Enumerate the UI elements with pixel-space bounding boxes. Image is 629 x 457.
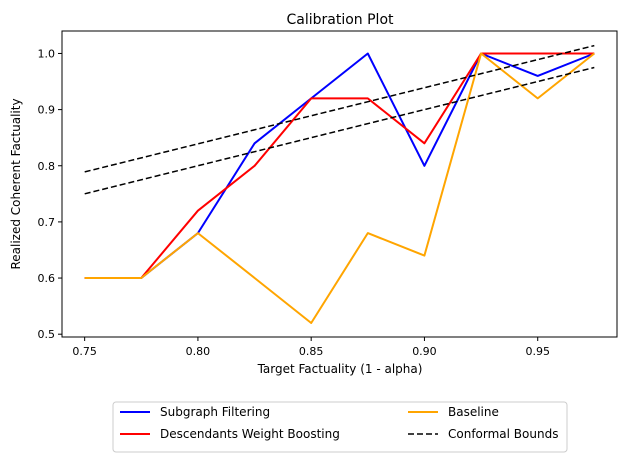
series-layer: [84, 44, 595, 324]
x-tick-label: 0.75: [72, 345, 97, 358]
chart-title: Calibration Plot: [286, 12, 394, 28]
legend-box: [112, 401, 568, 453]
x-tick-label: 0.85: [299, 345, 324, 358]
y-tick-label: 1.0: [38, 47, 56, 60]
legend-items: Subgraph Filtering Descendants Weight Boo…: [120, 405, 558, 441]
x-axis: 0.75 0.80 0.85 0.90 0.95: [72, 337, 550, 358]
y-tick-label: 0.9: [38, 104, 56, 117]
plot-frame: [61, 30, 618, 338]
legend-label: Descendants Weight Boosting: [160, 427, 340, 441]
x-tick-label: 0.90: [412, 345, 437, 358]
y-axis: 0.5 0.6 0.7 0.8 0.9 1.0: [38, 47, 62, 341]
series-line-3: [84, 66, 595, 195]
y-tick-label: 0.8: [38, 160, 56, 173]
y-tick-label: 0.6: [38, 272, 56, 285]
x-tick-label: 0.80: [186, 345, 211, 358]
y-tick-label: 0.7: [38, 216, 56, 229]
legend: Subgraph Filtering Descendants Weight Boo…: [112, 401, 568, 453]
x-axis-label: Target Factuality (1 - alpha): [257, 362, 423, 376]
x-tick-label: 0.95: [525, 345, 550, 358]
series-line-2: [84, 52, 595, 324]
series-line-1: [84, 52, 595, 279]
y-tick-label: 0.5: [38, 328, 56, 341]
legend-label: Baseline: [448, 405, 499, 419]
legend-label: Subgraph Filtering: [160, 405, 270, 419]
y-axis-label: Realized Coherent Factuality: [9, 98, 23, 269]
legend-label: Conformal Bounds: [448, 427, 558, 441]
series-line-4: [84, 44, 595, 173]
